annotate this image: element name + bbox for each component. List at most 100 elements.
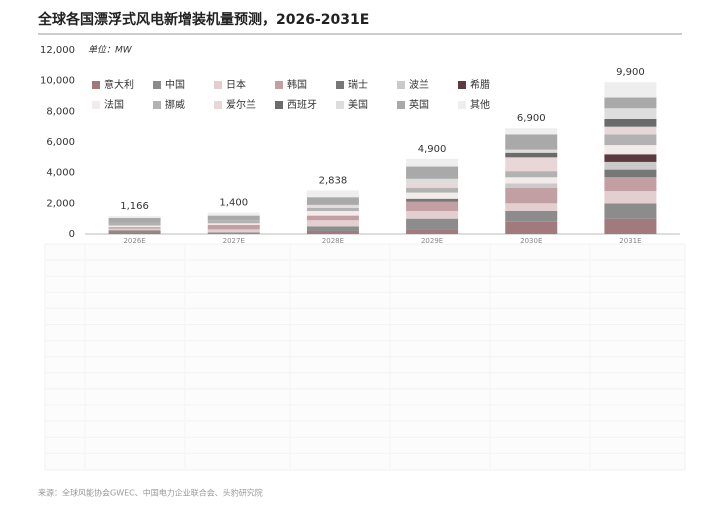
- bar-segment: [505, 152, 558, 158]
- bar-segment: [505, 128, 558, 135]
- legend-swatch: [458, 81, 466, 89]
- legend-swatch: [214, 81, 222, 89]
- legend-label: 美国: [348, 98, 368, 111]
- bar-segment: [505, 188, 558, 204]
- bar-segment: [406, 211, 459, 219]
- bar-segment: [604, 97, 657, 109]
- legend-label: 其他: [470, 98, 490, 111]
- total-label: 2,838: [319, 175, 348, 186]
- legend-label: 法国: [104, 98, 124, 111]
- bar-segment: [604, 177, 657, 192]
- bar-segment: [505, 177, 558, 184]
- legend-label: 瑞士: [348, 78, 368, 91]
- bar-segment: [306, 215, 359, 221]
- legend-swatch: [275, 81, 283, 89]
- total-label: 9,900: [616, 67, 645, 78]
- bar-segment: [505, 157, 558, 172]
- bar-segment: [108, 227, 161, 229]
- y-tick-label: 0: [69, 229, 75, 240]
- bar-segment: [306, 207, 359, 211]
- legend-label: 爱尔兰: [226, 98, 256, 111]
- bar-segment: [406, 229, 459, 234]
- legend-label: 挪威: [165, 98, 185, 111]
- y-tick-label: 10,000: [40, 76, 75, 87]
- bar-segment: [604, 119, 657, 127]
- bar-segment: [604, 203, 657, 219]
- legend-swatch: [153, 101, 161, 109]
- legend-swatch: [336, 81, 344, 89]
- total-label: 6,900: [517, 113, 546, 124]
- bar-segment: [604, 161, 657, 170]
- bar-segment: [207, 232, 260, 234]
- bar-segment: [505, 221, 558, 234]
- bar-segment: [505, 183, 558, 188]
- blurred-table: [44, 243, 686, 471]
- legend-label: 波兰: [409, 78, 429, 91]
- bar-segment: [108, 222, 161, 226]
- bar-segment: [406, 198, 459, 202]
- legend-label: 中国: [165, 78, 185, 91]
- legend-swatch: [397, 81, 405, 89]
- bar-segment: [505, 203, 558, 211]
- bar-segment: [306, 197, 359, 205]
- x-tick-label: 2028E: [322, 237, 344, 245]
- bar-segment: [604, 218, 657, 234]
- chart-title: 全球各国漂浮式风电新增装机量预测，2026-2031E: [37, 11, 369, 28]
- x-tick-label: 2031E: [619, 237, 641, 245]
- bar-segment: [306, 230, 359, 234]
- legend-swatch: [275, 101, 283, 109]
- bar-segment: [604, 154, 657, 162]
- bar-segment: [406, 192, 459, 199]
- x-tick-label: 2027E: [223, 237, 245, 245]
- legend-swatch: [92, 101, 100, 109]
- bar-segment: [406, 218, 459, 230]
- legend-label: 希腊: [470, 78, 490, 91]
- y-tick-label: 2,000: [46, 198, 75, 209]
- bar-segment: [406, 178, 459, 184]
- bar-segment: [505, 211, 558, 222]
- bar-segment: [406, 188, 459, 193]
- bar-segment: [505, 134, 558, 150]
- bar-segment: [108, 225, 161, 228]
- y-tick-label: 8,000: [46, 106, 75, 117]
- bar-segment: [108, 232, 161, 234]
- total-label: 4,900: [418, 144, 447, 155]
- legend-swatch: [336, 101, 344, 109]
- legend-swatch: [92, 81, 100, 89]
- bar-segment: [207, 212, 260, 216]
- bar-segment: [108, 217, 161, 223]
- bar-segment: [604, 82, 657, 98]
- bar-segment: [505, 171, 558, 178]
- bar-segment: [207, 229, 260, 233]
- legend-label: 西班牙: [287, 99, 317, 111]
- bar-segment: [604, 134, 657, 146]
- bar-segment: [306, 220, 359, 227]
- source: 来源：全球风能协会GWEC、中国电力企业联合会、头豹研究院: [38, 488, 263, 498]
- bar-segment: [306, 211, 359, 216]
- bar-segment: [207, 215, 260, 221]
- bar-segment: [406, 166, 459, 179]
- legend-swatch: [458, 101, 466, 109]
- legend-swatch: [153, 81, 161, 89]
- bar-segment: [406, 183, 459, 188]
- legend-label: 意大利: [104, 78, 134, 91]
- legend-label: 韩国: [287, 78, 307, 91]
- legend-swatch: [397, 101, 405, 109]
- bar-segment: [306, 206, 359, 208]
- bar-segment: [604, 191, 657, 204]
- bar-segment: [306, 226, 359, 231]
- legend-swatch: [214, 101, 222, 109]
- total-label: 1,166: [120, 201, 149, 212]
- bar-segment: [207, 223, 260, 225]
- bar-segment: [604, 108, 657, 119]
- bar-segment: [505, 149, 558, 153]
- x-tick-label: 2029E: [421, 237, 443, 245]
- bar-segment: [604, 126, 657, 135]
- x-tick-label: 2026E: [123, 237, 145, 245]
- bar-segment: [406, 201, 459, 211]
- bar-segment: [604, 169, 657, 178]
- bar-segment: [306, 204, 359, 207]
- legend-label: 英国: [409, 98, 429, 111]
- bar-segment: [406, 158, 459, 167]
- legend-label: 日本: [226, 78, 246, 91]
